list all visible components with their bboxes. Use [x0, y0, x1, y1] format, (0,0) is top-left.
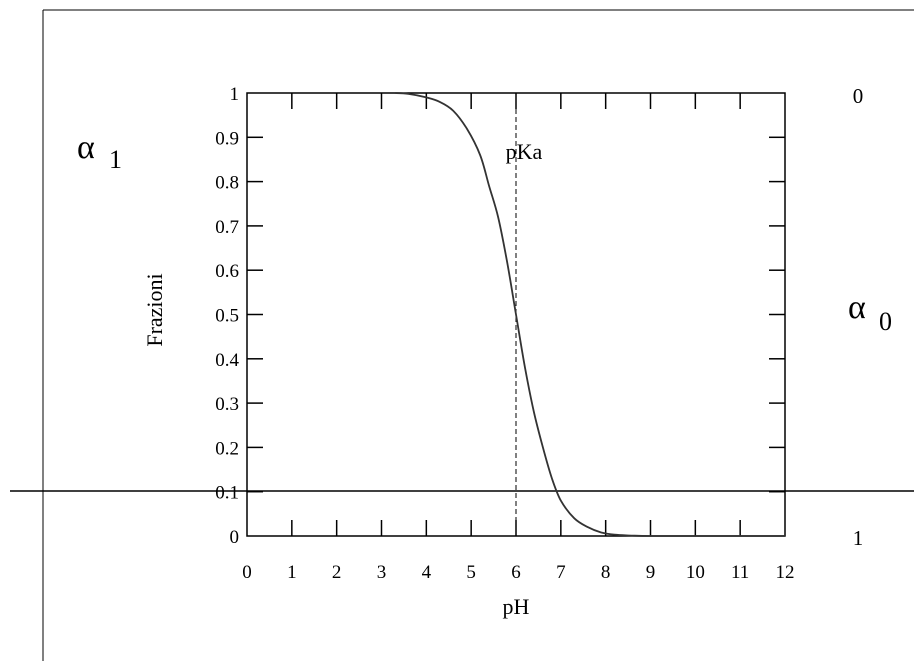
- y-tick-label: 0.9: [215, 128, 239, 149]
- alpha0-subscript: 0: [879, 307, 892, 336]
- x-tick-label: 6: [511, 562, 521, 583]
- y-tick-label: 0.2: [215, 438, 239, 459]
- ticks: [247, 93, 785, 536]
- x-tick-label: 3: [377, 562, 387, 583]
- y-tick-label: 0.8: [215, 173, 239, 194]
- y-tick-label: 1: [230, 84, 240, 105]
- x-axis-title: pH: [503, 594, 530, 619]
- alpha1-subscript: 1: [109, 145, 122, 174]
- x-tick-label: 0: [242, 562, 252, 583]
- y-tick-label: 0.5: [215, 306, 239, 327]
- x-tick-label: 7: [556, 562, 566, 583]
- right-tick-bottom: 1: [853, 526, 864, 550]
- x-tick-label: 4: [422, 562, 432, 583]
- x-tick-label: 8: [601, 562, 611, 583]
- y-tick-label: 0.3: [215, 394, 239, 415]
- x-tick-label: 9: [646, 562, 656, 583]
- x-tick-label: 12: [776, 562, 795, 583]
- pka-label: pKa: [506, 139, 543, 164]
- x-tick-label: 11: [731, 562, 749, 583]
- y-tick-label: 0.4: [215, 350, 239, 371]
- y-axis-title: Frazioni: [142, 273, 167, 346]
- series-line: [394, 92, 785, 537]
- x-tick-label: 1: [287, 562, 297, 583]
- right-tick-top: 0: [853, 84, 864, 108]
- x-tick-label: 10: [686, 562, 705, 583]
- x-tick-label: 2: [332, 562, 342, 583]
- x-tick-label: 5: [466, 562, 476, 583]
- x-tick-labels: 0 1 2 3 4 5 6 7 8 9 10 11 12: [242, 562, 794, 583]
- y-tick-label: 0.6: [215, 261, 239, 282]
- alpha1-symbol: α: [77, 129, 95, 166]
- alpha0-symbol: α: [848, 289, 866, 326]
- y-tick-labels: 0 0.1 0.2 0.3 0.4 0.5 0.6 0.7 0.8 0.9 1: [215, 84, 239, 548]
- y-tick-label: 0: [230, 527, 240, 548]
- y-tick-label: 0.1: [215, 483, 239, 504]
- y-tick-label: 0.7: [215, 217, 239, 238]
